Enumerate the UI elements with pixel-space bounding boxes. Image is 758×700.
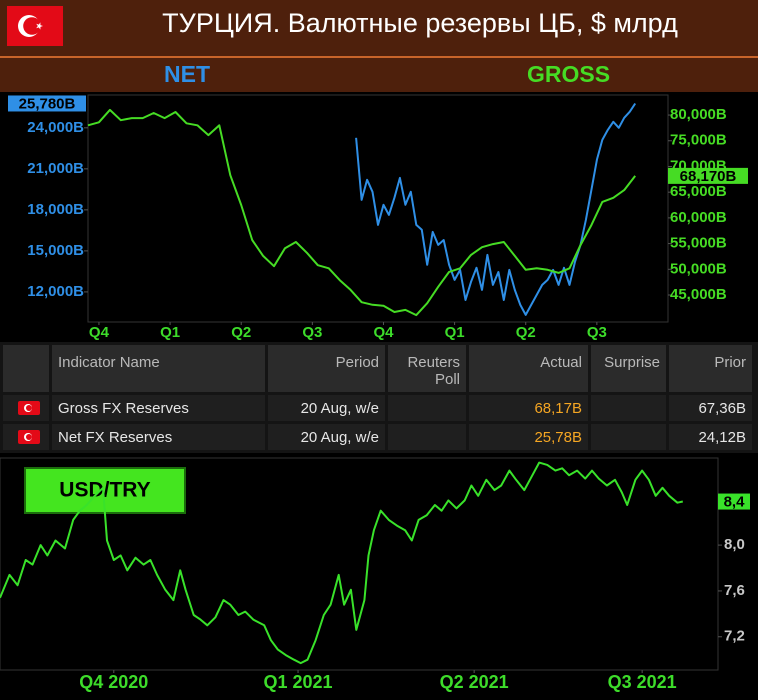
indicator-table: Indicator Name Period Reuters Poll Actual Su… [0,342,758,453]
y-tick-label: 50,000B [670,260,727,277]
usdtry-chart: USD/TRY 7,2 7,6 8,0 Q4 2020 Q1 2021 Q2 2021 Q3 … [0,453,758,700]
flag-crescent-cut [26,434,32,440]
row-flag [18,401,40,415]
x-tick-label: Q1 2021 [264,672,333,692]
reserves-chart: 12,000B 15,000B 18,000B 21,000B 24,000B 45,00… [3,92,755,341]
table-row: Net FX Reserves 20 Aug, w/e 25,78B 24,12B [0,424,758,450]
legend-label: NET [164,61,210,87]
y-tick-label: 65,000B [670,183,727,200]
table-row: Gross FX Reserves 20 Aug, w/e 68,17B 67,36B [0,395,758,421]
table-cell: 20 Aug, w/e [268,424,385,450]
y-tick-label: 75,000B [670,132,727,149]
table-cell [591,395,666,421]
header-cell: Reuters Poll [388,345,466,392]
x-tick-label: Q4 [373,324,394,341]
separator [0,56,758,58]
value-badge [8,95,86,112]
table-cell: 24,12B [669,424,752,450]
table-cell [591,424,666,450]
y-tick-label: 12,000B [27,283,84,300]
chart-background [3,92,755,340]
header-row: Indicator Name Period Reuters Poll Actual Su… [0,345,758,392]
x-tick-label: Q4 2020 [79,672,148,692]
value-label: 25,780B [19,95,76,112]
y-tick-label: 7,6 [724,582,745,599]
x-tick-label: Q3 [587,324,607,341]
title: ТУРЦИЯ. Валютные резервы ЦБ, $ млрд [162,8,678,38]
line-series [0,461,684,665]
header-cell: Surprise [591,345,666,392]
x-tick-label: Q2 [516,324,536,341]
y-tick-label: 24,000B [27,119,84,136]
y-tick-label: 7,2 [724,628,745,645]
x-tick-label: Q4 [89,324,110,341]
table-cell: 25,78B [469,424,588,450]
plot-area [87,94,669,323]
y-tick-label: 45,000B [670,286,727,303]
row-flag [18,430,40,444]
value-label: 8,4 [724,494,746,511]
y-tick-label: 8,0 [724,536,745,553]
header-cell: Actual [469,345,588,392]
table-cell [388,395,466,421]
x-tick-label: Q1 [445,324,465,341]
chart-title: USD/TRY [59,479,150,502]
line-series [87,108,636,317]
table-cell: 68,17B [469,395,588,421]
header-cell: Period [268,345,385,392]
header: ТУРЦИЯ. Валютные резервы ЦБ, $ млрд NET … [0,0,758,92]
plot-area [0,457,719,671]
table-cell: 67,36B [669,395,752,421]
table-cell: Net FX Reserves [52,424,265,450]
y-tick-label: 15,000B [27,242,84,259]
value-label: 68,170B [680,168,737,185]
table-cell: 20 Aug, w/e [268,395,385,421]
value-badge [718,493,750,510]
y-tick-label: 80,000B [670,106,727,123]
header-cell: Indicator Name [52,345,265,392]
table-cell [388,424,466,450]
x-tick-label: Q1 [160,324,180,341]
y-tick-label: 18,000B [27,201,84,218]
x-tick-label: Q2 [231,324,251,341]
y-tick-label: 60,000B [670,209,727,226]
header-cell: Prior [669,345,752,392]
legend-label: GROSS [527,61,611,87]
x-tick-label: Q3 [302,324,322,341]
flag-crescent-cut [26,405,32,411]
table-cell: Gross FX Reserves [52,395,265,421]
line-series [355,102,637,316]
value-badge [668,167,748,184]
x-tick-label: Q3 2021 [608,672,677,692]
y-tick-label: 55,000B [670,235,727,252]
header-cell [3,345,49,392]
flag [7,6,63,46]
y-tick-label: 21,000B [27,160,84,177]
x-tick-label: Q2 2021 [440,672,509,692]
